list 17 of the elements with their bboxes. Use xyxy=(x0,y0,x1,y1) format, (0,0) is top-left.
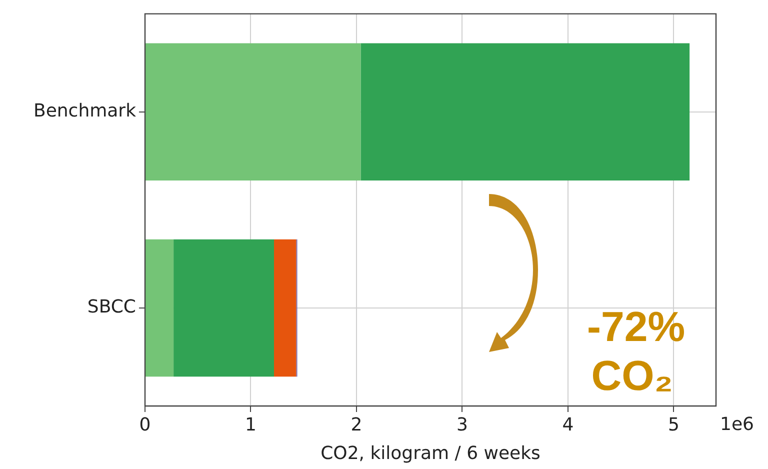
annotation: -72% xyxy=(587,302,686,350)
x-tick-label: 1 xyxy=(245,414,256,436)
x-tick-label: 4 xyxy=(562,414,574,436)
y-tick-label: Benchmark xyxy=(33,100,137,122)
x-tick-label: 2 xyxy=(350,414,362,436)
y-tick-label: SBCC xyxy=(87,296,136,318)
bar xyxy=(174,239,274,377)
bar xyxy=(146,239,174,377)
text: 1e6 xyxy=(720,414,754,435)
x-axis-title: CO2, kilogram / 6 weeks xyxy=(320,442,540,464)
x-tick-label: 3 xyxy=(456,414,468,436)
bar xyxy=(360,43,690,180)
x-tick-label: 5 xyxy=(668,414,680,436)
x-tick-label: 0 xyxy=(139,414,151,436)
bar xyxy=(274,239,296,377)
annotation: CO₂ xyxy=(591,352,673,399)
bar xyxy=(146,43,361,180)
